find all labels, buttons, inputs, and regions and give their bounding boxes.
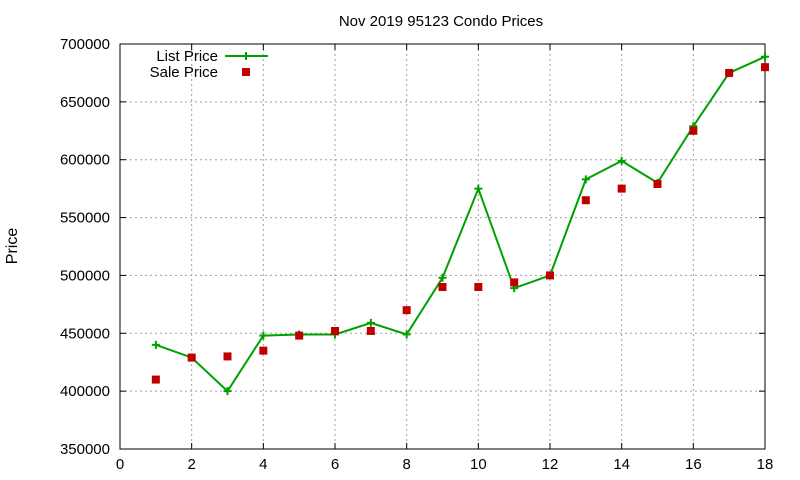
sale-price-point	[402, 306, 411, 315]
list-price-point	[438, 273, 447, 282]
y-tick-label: 550000	[60, 210, 110, 227]
y-axis-label: Price	[4, 228, 21, 265]
x-tick-label: 12	[542, 456, 559, 473]
x-tick-label: 18	[757, 456, 774, 473]
y-tick-label: 450000	[60, 325, 110, 342]
sale-price-point	[438, 283, 447, 291]
list-price-point	[259, 331, 268, 340]
sale-price-point	[510, 278, 519, 287]
sale-price-point	[653, 180, 662, 189]
list-price-point	[474, 184, 483, 193]
x-tick-label: 4	[259, 456, 267, 473]
x-tick-label: 0	[116, 456, 124, 473]
sale-price-point	[474, 283, 483, 291]
list-price-point	[617, 156, 626, 165]
list-price-point	[223, 387, 232, 396]
x-tick-label: 10	[470, 456, 487, 473]
axis-ticks: 0 2 4 6 8 10 12 14 16 18 350000 400000 450000 500000 5…	[60, 36, 773, 473]
x-tick-label: 16	[685, 456, 702, 473]
legend-label-list-price: List Price	[156, 48, 218, 65]
sale-price-point	[725, 68, 734, 77]
sale-price-point	[187, 353, 196, 362]
list-price-point	[402, 330, 411, 339]
sale-price-point	[761, 63, 769, 72]
y-tick-label: 650000	[60, 94, 110, 111]
grid	[120, 44, 765, 449]
x-tick-label: 2	[187, 456, 195, 473]
sale-price-point	[151, 375, 160, 384]
y-tick-label: 500000	[60, 267, 110, 284]
sale-price-point	[223, 352, 232, 361]
legend-swatch-list-price	[225, 52, 268, 60]
sale-price-point	[366, 326, 375, 335]
sale-price-point	[331, 326, 339, 335]
sale-price-point	[295, 331, 304, 340]
x-tick-label: 6	[331, 456, 339, 473]
y-tick-label: 350000	[60, 441, 110, 458]
list-price-line	[155, 55, 766, 393]
sale-price-point	[259, 346, 268, 355]
sale-price-point	[689, 126, 698, 135]
legend-label-sale-price: Sale Price	[150, 64, 218, 81]
y-tick-label: 400000	[60, 383, 110, 400]
y-tick-label: 700000	[60, 36, 110, 53]
sale-price-point	[581, 196, 590, 205]
list-price-point	[581, 175, 590, 184]
list-price-point	[151, 340, 160, 349]
legend-swatch-sale-price	[242, 68, 250, 76]
sale-price-point	[617, 184, 626, 193]
x-tick-label: 8	[402, 456, 410, 473]
plot-frame	[119, 43, 766, 450]
list-price-point	[366, 318, 375, 327]
list-price-point	[761, 52, 769, 61]
legend-square-sale-price	[242, 68, 250, 76]
sale-price-point	[546, 271, 554, 280]
x-tick-label: 14	[613, 456, 630, 473]
y-tick-label: 600000	[60, 152, 110, 169]
legend: List Price Sale Price	[150, 48, 268, 81]
series	[151, 52, 769, 396]
chart-title: Nov 2019 95123 Condo Prices	[339, 13, 543, 30]
legend-plus-list-price	[242, 52, 250, 60]
